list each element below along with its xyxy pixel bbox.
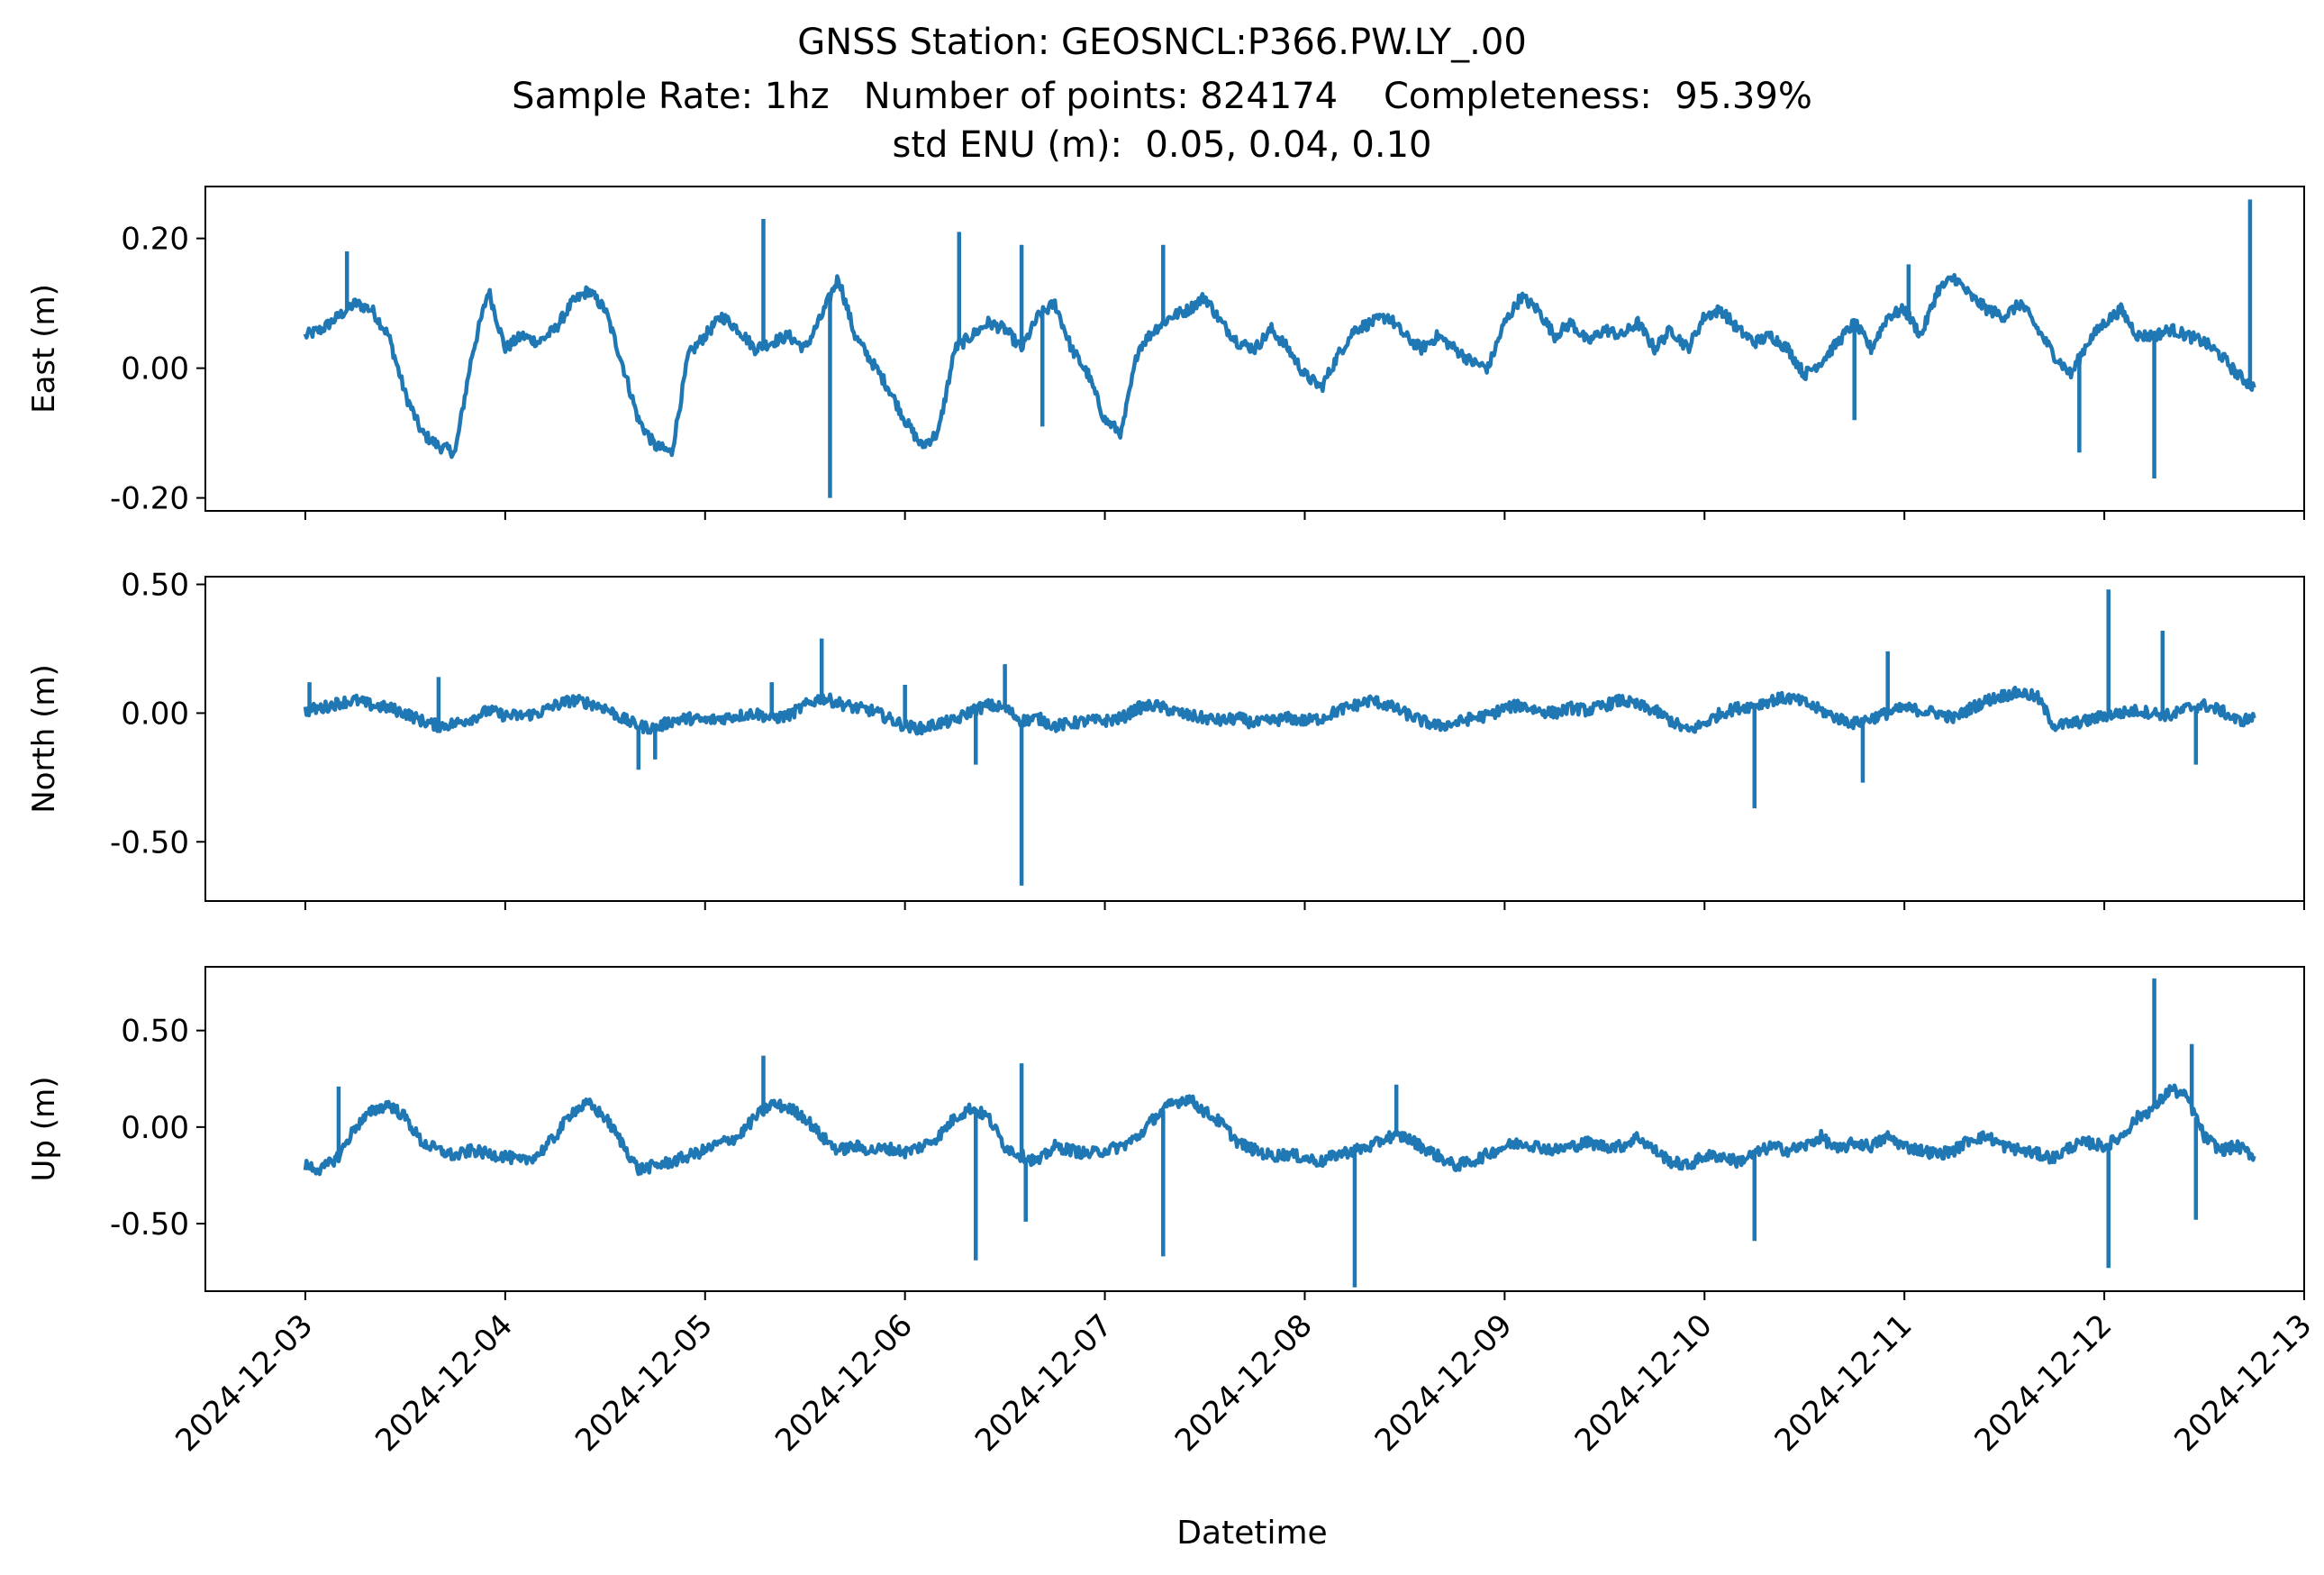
axes-frame-east — [204, 186, 2305, 512]
x-tick-label-0: 2024-12-03 — [168, 1307, 320, 1459]
x-tick-label-1: 2024-12-04 — [368, 1307, 520, 1459]
x-axis-label: Datetime — [1176, 1515, 1327, 1552]
panel-up: 0.50 0.00 -0.50 Up (m) — [26, 966, 2305, 1300]
y-tick-label-east-0: 0.20 — [121, 222, 189, 258]
chart-title-line-1: GNSS Station: GEOSNCL:P366.PW.LY_.00 — [797, 22, 1527, 63]
y-tick-label-east-2: -0.20 — [110, 481, 189, 517]
panels-group: 0.20 0.00 -0.20 East (m) 0.50 0.00 -0.50 North … — [26, 186, 2305, 1300]
x-tick-label-6: 2024-12-09 — [1368, 1307, 1520, 1459]
series-line-up — [303, 1083, 2256, 1177]
y-tick-label-up-0: 0.50 — [121, 1014, 189, 1050]
y-tick-label-east-1: 0.00 — [121, 351, 189, 387]
y-tick-label-north-0: 0.50 — [121, 568, 189, 604]
x-axis: 2024-12-03 2024-12-04 2024-12-05 2024-12-06… — [168, 1307, 2319, 1459]
y-tick-label-north-2: -0.50 — [110, 824, 189, 860]
x-tick-label-2: 2024-12-05 — [568, 1307, 720, 1459]
x-tick-label-9: 2024-12-12 — [1967, 1307, 2119, 1459]
series-line-north — [303, 685, 2256, 736]
x-tick-label-8: 2024-12-11 — [1768, 1307, 1920, 1459]
y-tick-label-north-1: 0.00 — [121, 696, 189, 732]
x-tick-label-5: 2024-12-08 — [1168, 1307, 1320, 1459]
chart-title-line-2: Sample Rate: 1hz Number of points: 82417… — [512, 76, 1812, 117]
x-tick-label-3: 2024-12-06 — [768, 1307, 920, 1459]
axes-frame-north — [204, 576, 2305, 902]
x-tick-label-7: 2024-12-10 — [1568, 1307, 1720, 1459]
y-axis-label-north: North (m) — [26, 664, 62, 814]
y-axis-label-up: Up (m) — [26, 1077, 62, 1182]
y-tick-label-up-2: -0.50 — [110, 1206, 189, 1243]
x-tick-label-4: 2024-12-07 — [968, 1307, 1120, 1459]
chart-title-line-3: std ENU (m): 0.05, 0.04, 0.10 — [892, 124, 1432, 166]
panel-east: 0.20 0.00 -0.20 East (m) — [26, 186, 2305, 520]
x-tick-label-10: 2024-12-13 — [2167, 1307, 2319, 1459]
y-axis-label-east: East (m) — [26, 284, 62, 414]
axes-frame-up — [204, 966, 2305, 1292]
series-line-east — [303, 272, 2256, 460]
y-tick-label-up-1: 0.00 — [121, 1110, 189, 1146]
panel-north: 0.50 0.00 -0.50 North (m) — [26, 568, 2305, 910]
